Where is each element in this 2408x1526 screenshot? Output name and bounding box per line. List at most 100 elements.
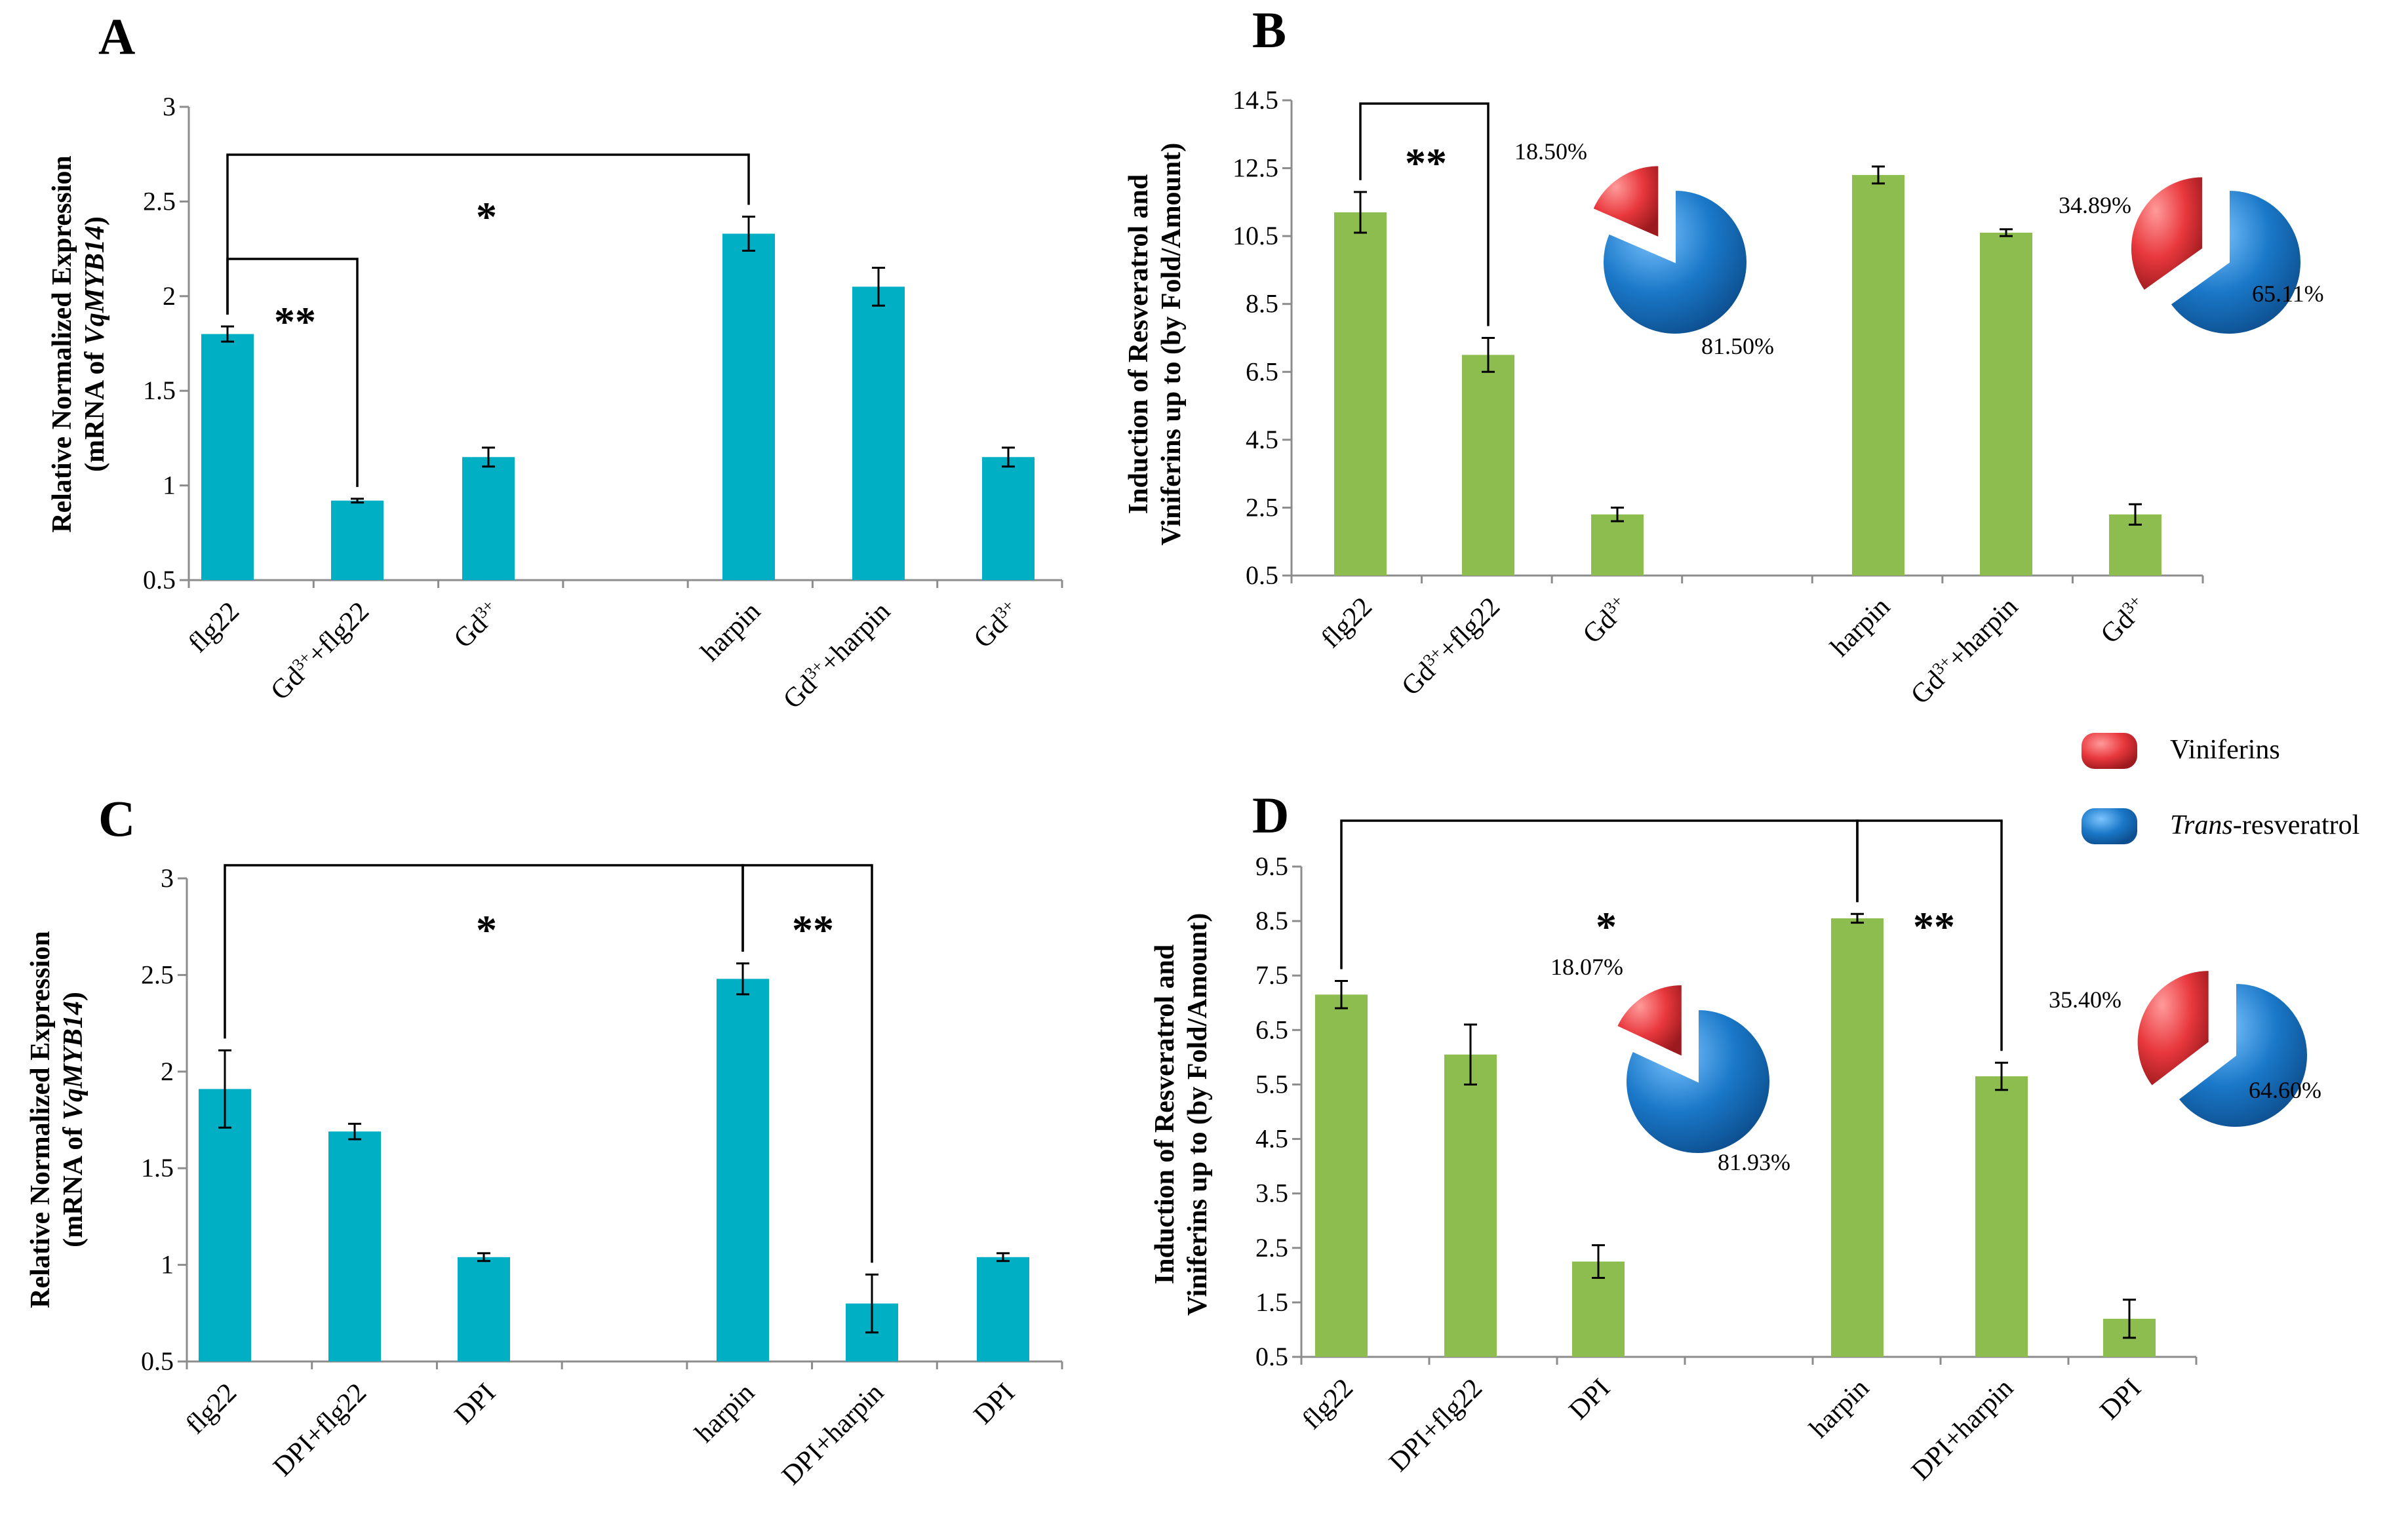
- category-label: Gd3+: [1577, 591, 1635, 649]
- bar: [1462, 355, 1514, 576]
- category-label: DPI+flg22: [1383, 1373, 1488, 1478]
- y-axis-label-line1: Relative Normalized Expression: [47, 155, 77, 533]
- y-tick-label: 2: [161, 1057, 174, 1086]
- bar: [201, 334, 254, 580]
- bar: [199, 1089, 251, 1361]
- y-tick-label: 0.5: [141, 1346, 174, 1376]
- pie-label-trans-resveratrol: 81.93%: [1718, 1149, 1790, 1175]
- category-rest: +flg22: [1432, 592, 1506, 665]
- pie-label-viniferins: 35.40%: [2049, 987, 2122, 1013]
- category-label: Gd3++harpin: [1905, 591, 2024, 710]
- significance-label: **: [792, 907, 834, 953]
- pie-slice-viniferins: [1615, 984, 1683, 1058]
- category-base: DPI+flg22: [1383, 1373, 1488, 1478]
- legend-trans-rest: -resveratrol: [2233, 810, 2360, 840]
- category-base: harpin: [696, 597, 766, 667]
- y-tick-label: 6.5: [1246, 357, 1278, 386]
- category-label: DPI: [968, 1378, 1021, 1430]
- y-tick-label: 2.5: [1246, 492, 1278, 522]
- category-label: Gd3+: [968, 595, 1026, 654]
- category-base: flg22: [180, 1378, 243, 1440]
- significance-label: *: [476, 907, 497, 953]
- gene-name: VqMYB14: [80, 225, 110, 345]
- pie-label-viniferins: 34.89%: [2059, 192, 2131, 218]
- significance-label: *: [476, 193, 497, 240]
- y-axis-label-line1: Induction of Resveratrol and: [1124, 174, 1154, 514]
- significance-label: **: [1913, 903, 1955, 950]
- y-tick-label: 4.5: [1246, 425, 1278, 454]
- pie-label-viniferins: 18.50%: [1514, 138, 1587, 165]
- bar: [1831, 918, 1884, 1357]
- y-tick-label: 1.5: [143, 376, 176, 405]
- y-axis-label-line2: Viniferins up to (by Fold/Amount): [1183, 913, 1213, 1316]
- category-label: DPI+harpin: [1906, 1373, 2019, 1487]
- category-base: DPI: [2095, 1373, 2147, 1426]
- bar: [1444, 1054, 1497, 1357]
- significance-label: *: [1596, 903, 1617, 950]
- y-tick-label: 3: [163, 92, 176, 121]
- pie-label-trans-resveratrol: 65.11%: [2252, 281, 2324, 307]
- significance-label: **: [1405, 140, 1447, 186]
- y-tick-label: 2.5: [141, 960, 174, 989]
- legend-swatch-viniferins: [2082, 733, 2137, 769]
- bar: [1334, 212, 1387, 576]
- category-label: DPI: [2095, 1373, 2147, 1426]
- pie-label-trans-resveratrol: 64.60%: [2249, 1077, 2321, 1103]
- y-axis-label-line2: (mRNA of: [58, 1120, 89, 1247]
- pie-slice-trans-resveratrol: [1602, 189, 1748, 335]
- y-tick-label: 5.5: [1255, 1069, 1288, 1099]
- legend-label-trans-resveratrol: Trans-resveratrol: [2170, 810, 2359, 840]
- category-label: flg22: [180, 1378, 243, 1440]
- pie-label-viniferins: 18.07%: [1550, 954, 1623, 980]
- pie-slice-viniferins: [2129, 176, 2203, 292]
- y-tick-label: 0.5: [1255, 1342, 1288, 1371]
- y-tick-label: 2.5: [1255, 1233, 1288, 1262]
- pie-slice-trans-resveratrol: [2169, 189, 2302, 335]
- y-axis-label-line2: (mRNA of: [80, 345, 110, 472]
- pie-slice-viniferins: [1592, 165, 1660, 239]
- category-base: flg22: [1316, 592, 1378, 654]
- category-label: DPI: [449, 1378, 502, 1430]
- y-axis-label-line1: Induction of Resveratrol and: [1150, 945, 1180, 1284]
- bar: [1975, 1076, 2028, 1357]
- bar: [1980, 232, 2032, 576]
- category-label: flg22: [1297, 1373, 1359, 1436]
- category-label: Gd3+: [448, 595, 506, 654]
- category-base: harpin: [690, 1378, 760, 1449]
- pie-slice-trans-resveratrol: [1625, 1008, 1771, 1154]
- bar: [1591, 514, 1644, 576]
- pie-slice-viniferins: [2136, 969, 2210, 1087]
- category-label: Gd3+: [2095, 591, 2153, 649]
- category-base: DPI: [968, 1378, 1021, 1430]
- category-base: DPI+harpin: [1906, 1373, 2019, 1487]
- category-label: Gd3++flg22: [264, 595, 375, 706]
- y-tick-label: 6.5: [1255, 1015, 1288, 1044]
- category-base: DPI: [1564, 1373, 1616, 1426]
- category-label: harpin: [1804, 1373, 1875, 1444]
- y-tick-label: 3.5: [1255, 1179, 1288, 1208]
- y-tick-label: 14.5: [1233, 85, 1278, 115]
- y-tick-label: 3: [161, 863, 174, 893]
- y-tick-label: 1: [163, 471, 176, 500]
- category-base: DPI+harpin: [776, 1378, 890, 1491]
- bar: [1852, 174, 1905, 576]
- category-base: flg22: [183, 597, 245, 659]
- y-tick-label: 7.5: [1255, 960, 1288, 990]
- bar: [717, 979, 769, 1361]
- bar: [331, 500, 384, 580]
- category-label: flg22: [183, 597, 245, 659]
- category-label: Gd3++flg22: [1395, 591, 1506, 701]
- bar: [722, 233, 775, 581]
- y-tick-label: 8.5: [1255, 906, 1288, 935]
- category-label: harpin: [696, 597, 766, 667]
- panel-letter-d: D: [1252, 787, 1289, 844]
- category-label: harpin: [690, 1378, 760, 1449]
- significance-bracket: [226, 258, 359, 487]
- bar: [462, 457, 515, 580]
- category-base: flg22: [1297, 1373, 1359, 1436]
- category-base: harpin: [1804, 1373, 1875, 1444]
- category-rest: +harpin: [814, 597, 896, 678]
- y-tick-label: 2.5: [143, 186, 176, 216]
- category-label: DPI: [1564, 1373, 1616, 1426]
